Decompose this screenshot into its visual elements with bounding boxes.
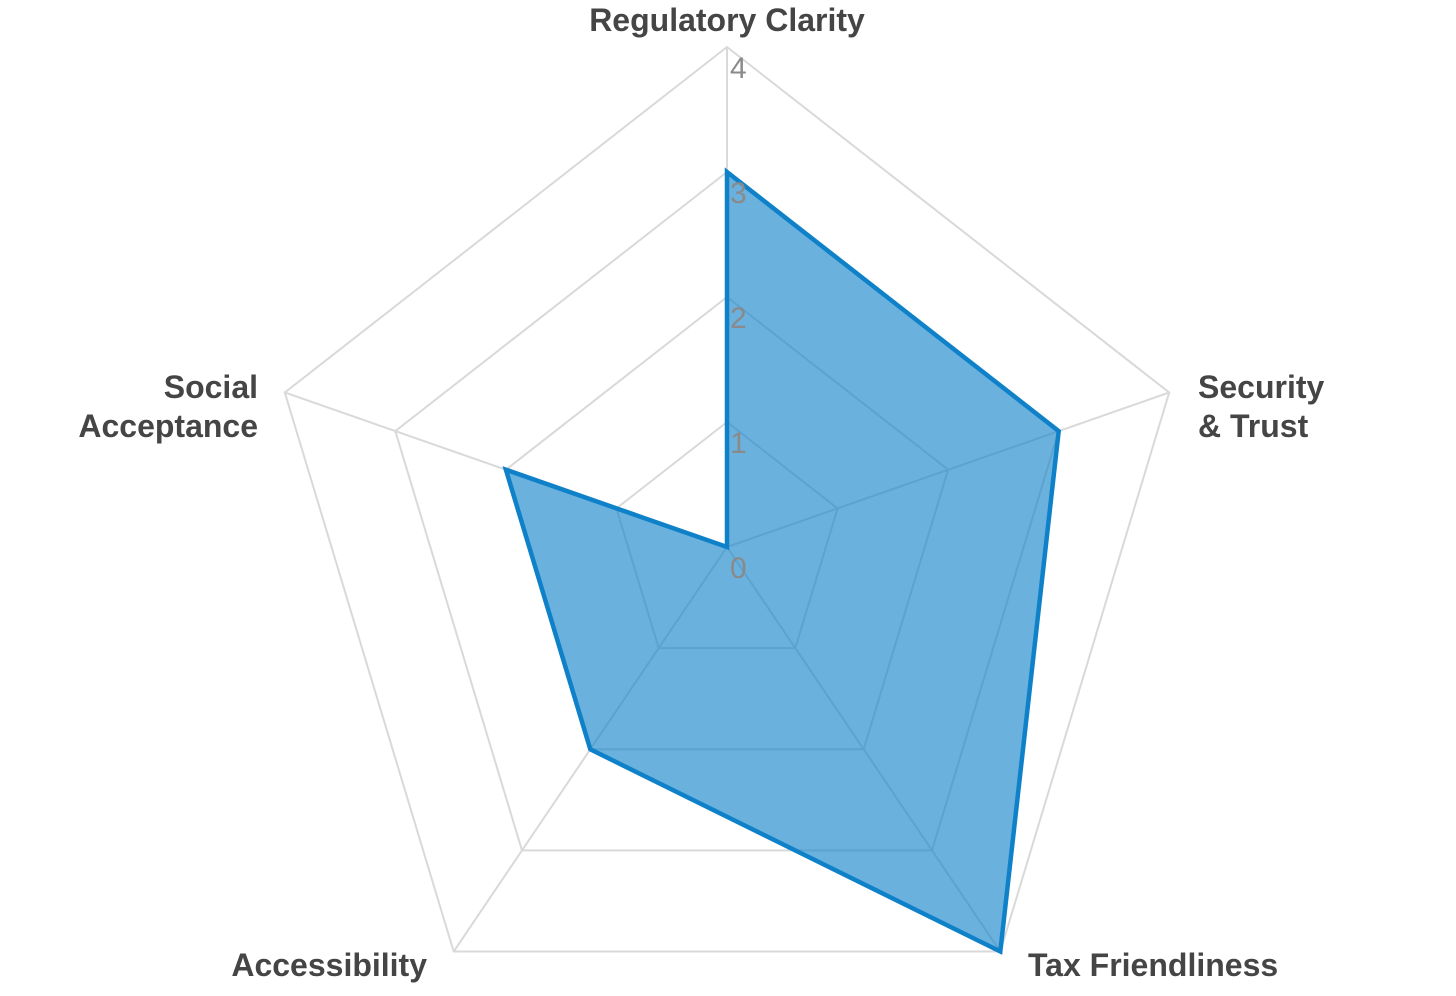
- axis-label-accessibility: Accessibility: [231, 947, 427, 983]
- tick-label: 0: [730, 552, 747, 585]
- axis-label-tax-friendliness: Tax Friendliness: [1028, 947, 1279, 983]
- tick-label: 1: [730, 427, 747, 460]
- tick-label: 4: [730, 52, 747, 85]
- series-polygon: [502, 167, 1062, 955]
- axis-label-security-trust: Security & Trust: [1198, 369, 1325, 444]
- axis-label-regulatory-clarity: Regulatory Clarity: [589, 2, 865, 38]
- axis-label-social-acceptance: Social Acceptance: [78, 369, 258, 444]
- grid-ring: [283, 45, 1171, 953]
- tick-label: 2: [730, 302, 747, 335]
- tick-label: 3: [730, 177, 747, 210]
